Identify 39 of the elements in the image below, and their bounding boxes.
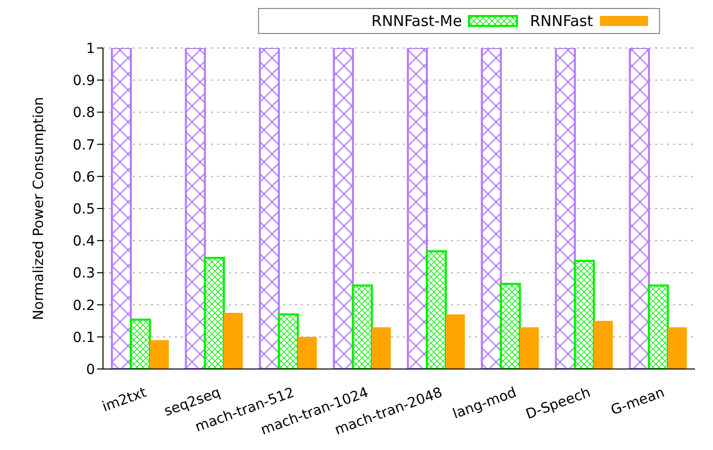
bar	[224, 312, 243, 369]
bar	[520, 327, 539, 369]
bar	[426, 250, 447, 369]
x-tick-label: im2txt	[100, 384, 150, 416]
bar	[668, 327, 687, 369]
bar	[446, 314, 465, 369]
bar	[352, 284, 373, 369]
bar	[110, 48, 132, 369]
bar	[554, 48, 576, 369]
y-tick-label: 0.7	[72, 137, 95, 154]
bar	[480, 48, 502, 369]
bar	[648, 284, 669, 369]
y-tick-label: 0.2	[72, 298, 95, 314]
y-tick-label: 0.6	[72, 169, 96, 186]
bar	[372, 327, 391, 369]
bar	[130, 318, 151, 369]
bar	[406, 48, 428, 369]
y-tick-label: 0.9	[72, 73, 95, 90]
bar	[298, 336, 317, 369]
bar	[204, 256, 225, 369]
bar	[332, 48, 354, 369]
y-tick-label: 0	[86, 362, 95, 378]
y-tick-label: 1	[86, 40, 95, 57]
bar	[150, 340, 169, 369]
y-tick-label: 0.8	[72, 105, 95, 122]
bar	[594, 320, 613, 369]
bar	[574, 260, 595, 369]
y-tick-label: 0.4	[72, 234, 96, 250]
bar	[628, 48, 650, 369]
bar	[184, 48, 206, 369]
y-axis-title: Normalized Power Consumption	[30, 96, 47, 320]
legend-label: RNNFast	[530, 12, 593, 30]
bar	[258, 48, 280, 369]
legend-label: RNNFast-Me	[371, 12, 462, 30]
y-tick-label: 0.3	[72, 266, 95, 282]
bar	[500, 282, 521, 369]
y-tick-label: 0.1	[72, 330, 95, 346]
y-tick-label: 0.5	[72, 201, 95, 218]
bar	[278, 313, 299, 369]
